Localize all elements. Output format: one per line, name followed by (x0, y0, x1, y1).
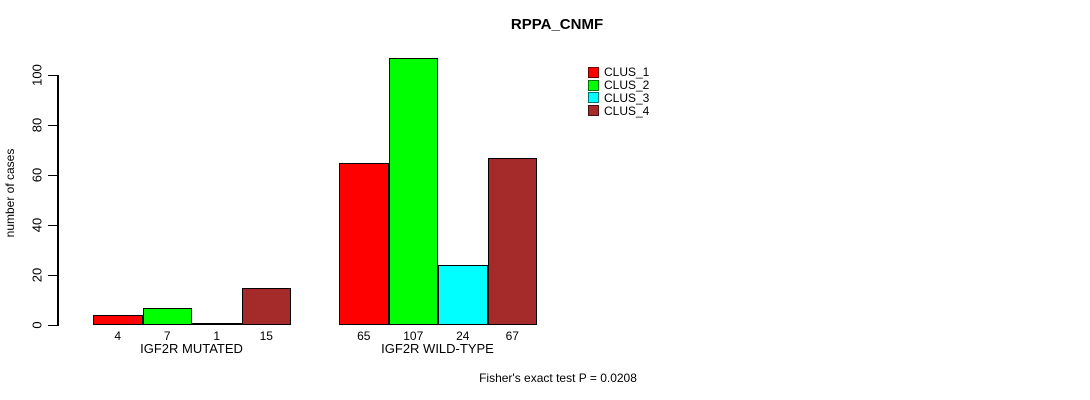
y-tick-label-20: 20 (29, 267, 45, 283)
legend-label: CLUS_2 (604, 78, 650, 93)
x-category-label-mutated: IGF2R MUTATED (140, 341, 243, 356)
bar-clus_1-group2 (339, 162, 389, 325)
bar-value-label: 65 (357, 329, 371, 343)
legend-swatch-icon (588, 66, 599, 78)
bar-value-label: 15 (259, 329, 273, 343)
bar-clus_2-group1 (142, 307, 192, 325)
x-category-label-wild-type: IGF2R WILD-TYPE (381, 341, 494, 356)
bar-clus_4-group1 (241, 287, 291, 325)
y-tick-label-60: 60 (29, 167, 45, 183)
y-tick-label-100: 100 (29, 64, 45, 86)
y-tick-mark-0 (48, 324, 57, 326)
bar-clus_3-group1 (192, 322, 242, 325)
legend-label: CLUS_1 (604, 65, 650, 80)
legend-item-clus_2: CLUS_2 (588, 79, 649, 92)
y-tick-label-40: 40 (29, 217, 45, 233)
y-tick-mark-100 (48, 74, 57, 76)
legend-label: CLUS_3 (604, 90, 650, 105)
y-tick-mark-60 (48, 174, 57, 176)
bar-clus_3-group2 (438, 265, 488, 325)
chart-title: RPPA_CNMF (510, 16, 604, 33)
y-tick-mark-40 (48, 224, 57, 226)
y-axis-line (57, 75, 59, 326)
bar-value-label: 7 (163, 329, 171, 343)
bar-value-label: 24 (456, 329, 470, 343)
bar-clus_1-group1 (93, 315, 143, 325)
y-tick-label-80: 80 (29, 117, 45, 133)
legend-item-clus_3: CLUS_3 (588, 92, 649, 105)
bar-value-label: 4 (114, 329, 122, 343)
y-axis-title: number of cases (3, 148, 17, 238)
legend-swatch-icon (588, 92, 599, 104)
legend-label: CLUS_4 (604, 103, 650, 118)
legend-swatch-icon (588, 105, 599, 117)
y-tick-label-0: 0 (29, 321, 45, 329)
bar-value-label: 1 (213, 329, 221, 343)
y-tick-mark-20 (48, 274, 57, 276)
bar-value-label: 107 (403, 329, 424, 343)
legend-swatch-icon (588, 79, 599, 91)
statistical-annotation: Fisher's exact test P = 0.0208 (479, 371, 637, 385)
bar-clus_2-group2 (388, 57, 438, 325)
bar-value-label: 67 (505, 329, 519, 343)
y-tick-mark-80 (48, 124, 57, 126)
bar-clus_4-group2 (487, 157, 537, 325)
legend-item-clus_1: CLUS_1 (588, 66, 649, 79)
legend: CLUS_1 CLUS_2 CLUS_3 CLUS_4 (588, 66, 649, 117)
legend-item-clus_4: CLUS_4 (588, 104, 649, 117)
